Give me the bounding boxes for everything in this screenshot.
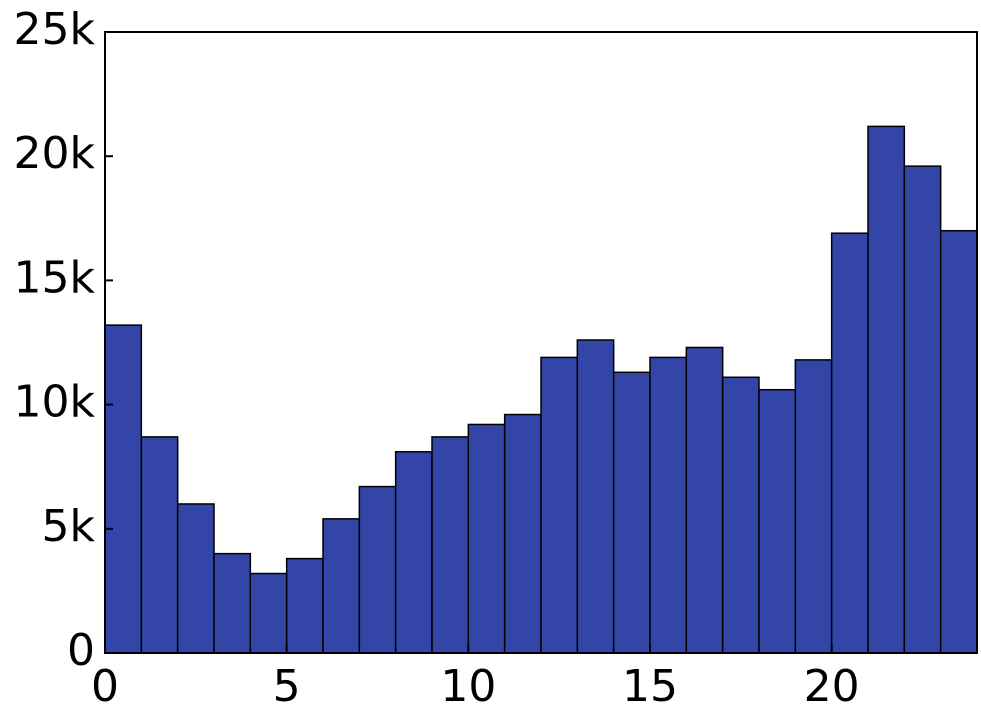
bar <box>176 503 215 654</box>
bar <box>358 485 397 654</box>
bar <box>322 518 361 654</box>
bar <box>213 552 252 654</box>
x-tick-label: 0 <box>91 661 119 709</box>
bar <box>685 346 724 654</box>
y-tick-label: 20k <box>14 128 96 179</box>
bar <box>830 232 869 654</box>
y-tick-label: 15k <box>14 252 96 303</box>
bar <box>503 413 542 654</box>
bar <box>758 388 797 654</box>
bar <box>467 423 506 654</box>
x-tick-label: 15 <box>622 661 678 709</box>
bar <box>285 557 324 654</box>
bar <box>576 339 615 654</box>
bar <box>867 125 906 654</box>
bar <box>394 451 433 654</box>
x-tick-label: 10 <box>440 661 496 709</box>
bar <box>649 356 688 654</box>
y-tick-label: 5k <box>42 501 96 552</box>
plot-frame <box>104 31 978 654</box>
y-tick-label: 10k <box>14 377 96 428</box>
y-tick-label: 0 <box>67 625 95 676</box>
bar <box>939 229 978 654</box>
bar <box>540 356 579 654</box>
bar <box>431 436 470 654</box>
x-tick-label: 20 <box>804 661 860 709</box>
bar <box>721 376 760 654</box>
bar <box>104 324 143 654</box>
x-tick-label: 5 <box>273 661 301 709</box>
bar <box>903 165 942 654</box>
bar <box>612 371 651 654</box>
bar <box>249 572 288 654</box>
y-tick-label: 25k <box>14 4 96 55</box>
bar <box>140 436 179 654</box>
bar <box>794 359 833 654</box>
